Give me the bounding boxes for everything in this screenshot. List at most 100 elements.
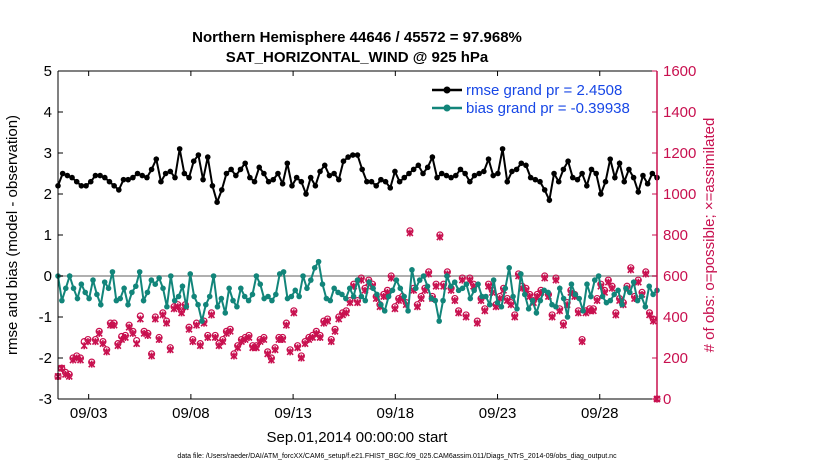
rmse-series-point <box>532 176 539 183</box>
rmse-series-point <box>284 160 291 167</box>
obs-assimilated-marker <box>507 301 515 309</box>
obs-assimilated-marker <box>114 342 122 350</box>
rmse-series-point <box>462 170 468 177</box>
bias-series-point <box>210 273 217 279</box>
rmse-series-point <box>158 178 164 185</box>
rmse-series-point <box>471 172 478 179</box>
bias-series-point <box>475 281 481 288</box>
rmse-series-point <box>293 174 300 181</box>
bias-series-point <box>253 273 260 279</box>
bias-series-point <box>580 308 586 314</box>
obs-assimilated-marker <box>484 282 493 290</box>
x-tick-label: 09/23 <box>479 405 517 422</box>
bias-series-point <box>409 267 415 273</box>
rmse-series-point <box>598 191 604 197</box>
rmse-series-point <box>584 183 590 189</box>
obs-assimilated-marker <box>219 338 227 346</box>
x-tick-label: 09/18 <box>377 405 415 422</box>
rmse-series-point <box>233 172 239 179</box>
obs-assimilated-marker <box>473 319 481 327</box>
bias-series-point <box>537 297 544 304</box>
rmse-series-point <box>560 166 567 173</box>
bias-series-point <box>556 285 563 292</box>
rmse-series-point <box>593 170 599 177</box>
rmse-series-point <box>551 170 557 177</box>
rmse-series-point <box>312 183 319 189</box>
obs-assimilated-marker <box>185 325 193 333</box>
bias-series-point <box>595 273 602 279</box>
rmse-series-point <box>200 176 206 183</box>
bias-series-point <box>346 285 353 292</box>
rmse-series-point <box>626 166 632 173</box>
rmse-series-point <box>523 162 529 169</box>
bias-series-point <box>187 271 194 277</box>
bias-series-point <box>121 285 127 292</box>
bias-series-point <box>339 291 345 298</box>
rmse-series-point <box>373 183 380 189</box>
bias-series-point <box>241 293 248 300</box>
obs-assimilated-marker <box>649 317 657 325</box>
bias-series-point <box>218 295 225 302</box>
x-tick-label: 09/08 <box>172 405 210 422</box>
obs-assimilated-marker <box>338 311 347 319</box>
obs-assimilated-marker <box>387 274 395 282</box>
bias-series-point <box>354 277 361 283</box>
obs-assimilated-marker <box>230 352 238 360</box>
obs-assimilated-marker <box>395 297 403 305</box>
obs-assimilated-marker <box>425 270 433 278</box>
obs-assimilated-marker <box>604 278 612 286</box>
bias-series-point <box>533 310 540 316</box>
obs-assimilated-marker <box>548 313 556 321</box>
rmse-series-point <box>111 183 117 189</box>
bias-series-point <box>389 287 396 294</box>
bias-series-point <box>630 279 637 285</box>
rmse-series-point <box>635 189 642 195</box>
obs-assimilated-marker <box>286 348 294 356</box>
obs-assimilated-marker <box>95 329 103 337</box>
bias-series-point <box>304 285 310 292</box>
rmse-series-point <box>321 162 328 169</box>
chart-subtitle: SAT_HORIZONTAL_WIND @ 925 hPa <box>226 49 489 66</box>
bias-series-point <box>638 293 645 300</box>
rmse-series-point <box>162 170 169 177</box>
bias-series-point <box>273 291 279 298</box>
bias-series-point <box>319 281 326 288</box>
rmse-series-point <box>354 152 361 158</box>
bias-series-point <box>140 297 147 304</box>
rmse-series-point <box>326 172 333 179</box>
rmse-series-point <box>424 164 431 171</box>
obs-assimilated-marker <box>541 274 549 282</box>
bias-series-point <box>311 265 318 271</box>
bias-series-point <box>195 301 201 308</box>
obs-assimilated-marker <box>327 338 335 346</box>
y-tick-label-right: 800 <box>663 227 688 244</box>
rmse-series-point <box>167 168 174 175</box>
obs-assimilated-marker <box>159 311 167 319</box>
y-tick-label-right: 1200 <box>663 145 696 162</box>
y-tick-label-right: 1600 <box>663 63 696 80</box>
legend-label-rmse: rmse grand pr = 2.4508 <box>466 82 622 99</box>
obs-assimilated-marker <box>166 346 174 354</box>
obs-assimilated-marker <box>552 276 560 284</box>
bias-series-point <box>117 295 124 302</box>
obs-assimilated-marker <box>279 335 287 344</box>
rmse-series-point <box>148 166 155 173</box>
bias-series-point <box>591 277 598 283</box>
plot-area: -3 -2 -1 0 1 2 3 4 5 0 200 400 600 800 1000 1200 1400 160… <box>39 63 697 422</box>
obs-assimilated-marker <box>267 356 275 364</box>
bias-series-point <box>510 293 516 300</box>
rmse-series-point <box>298 178 305 185</box>
bias-series-point <box>280 269 287 275</box>
bias-series-point <box>206 293 213 300</box>
bias-series-point <box>545 289 551 296</box>
obs-assimilated-marker <box>174 303 182 311</box>
bias-series-point <box>611 291 618 298</box>
obs-assimilated-marker <box>58 364 66 372</box>
rmse-series-point <box>190 158 197 164</box>
obs-assimilated-marker <box>642 270 650 278</box>
bias-series-point <box>440 297 446 304</box>
rmse-series-point <box>392 168 398 175</box>
rmse-series-point <box>490 172 497 179</box>
bias-series-point <box>650 291 656 298</box>
rmse-series-point <box>209 183 216 189</box>
